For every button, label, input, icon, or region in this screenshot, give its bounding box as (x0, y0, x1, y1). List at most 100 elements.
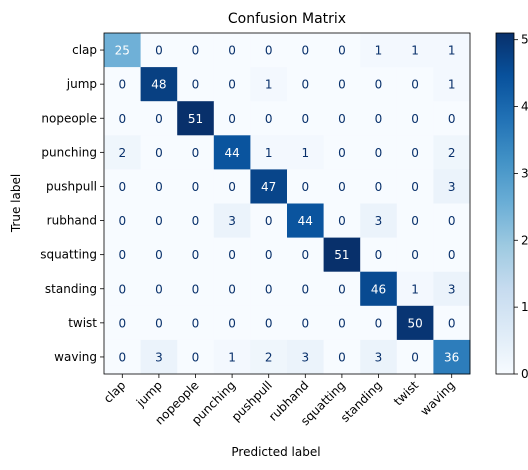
heatmap-cell (177, 169, 215, 204)
cell-value-label: 0 (375, 180, 383, 194)
heatmap-cell (140, 271, 178, 307)
cell-value-label: 0 (411, 350, 419, 364)
heatmap-cell (250, 271, 288, 307)
cell-value-label: 50 (407, 316, 422, 330)
heatmap-cell (140, 339, 178, 375)
heatmap-cell (213, 33, 251, 68)
cell-value-label: 0 (118, 214, 126, 228)
cell-value-label: 0 (118, 78, 126, 92)
y-tick-label: standing (45, 282, 97, 296)
cell-value-label: 0 (338, 112, 346, 126)
cell-value-label: 3 (448, 282, 456, 296)
heatmap-cell (140, 305, 178, 341)
cell-value-label: 0 (192, 282, 200, 296)
heatmap-cell (104, 101, 141, 136)
heatmap-cell (323, 271, 361, 307)
cell-value-label: 3 (375, 350, 383, 364)
heatmap-cell (250, 305, 288, 341)
heatmap-cell (360, 203, 398, 238)
cell-value-label: 3 (228, 214, 236, 228)
cell-value-label: 0 (375, 248, 383, 262)
heatmap-cell (287, 33, 324, 68)
cell-value-label: 0 (155, 316, 163, 330)
heatmap-cell (213, 169, 251, 204)
cell-value-label: 0 (118, 180, 126, 194)
heatmap-cell (104, 339, 141, 375)
cell-value-label: 0 (228, 112, 236, 126)
heatmap-cell (323, 67, 361, 102)
heatmap-cell (360, 33, 398, 68)
heatmap-cell (360, 67, 398, 102)
heatmap-cell (323, 33, 361, 68)
heatmap-cell (396, 237, 434, 273)
heatmap-cell (140, 101, 178, 136)
cell-value-label: 0 (192, 316, 200, 330)
cell-value-label: 0 (155, 214, 163, 228)
cell-value-label: 47 (261, 180, 276, 194)
cell-value-label: 0 (192, 78, 200, 92)
heatmap-cell (177, 237, 215, 273)
cell-value-label: 46 (371, 282, 386, 296)
cell-value-label: 0 (375, 316, 383, 330)
heatmap-cell (287, 339, 324, 375)
cell-value-label: 0 (301, 112, 309, 126)
heatmap-cell (433, 305, 471, 341)
heatmap-cell (323, 339, 361, 375)
heatmap-cell (287, 101, 324, 136)
heatmap-cell (104, 67, 141, 102)
heatmap-cell (287, 135, 324, 170)
heatmap-cell (323, 305, 361, 341)
colorbar-tick-label: 10 (521, 300, 528, 314)
cell-value-label: 3 (375, 214, 383, 228)
cell-value-label: 0 (192, 44, 200, 58)
cell-value-label: 1 (228, 350, 236, 364)
cell-value-label: 0 (448, 112, 456, 126)
cell-value-label: 0 (448, 214, 456, 228)
heatmap-cell (104, 135, 141, 170)
cell-value-label: 0 (155, 112, 163, 126)
cell-value-label: 0 (228, 44, 236, 58)
cell-value-label: 0 (448, 316, 456, 330)
heatmap-cell (360, 237, 398, 273)
colorbar-tick-label: 0 (521, 367, 528, 381)
heatmap-cell (360, 101, 398, 136)
cell-value-label: 0 (118, 316, 126, 330)
heatmap-cell (177, 271, 215, 307)
heatmap-cell (177, 135, 215, 170)
cell-value-label: 0 (338, 214, 346, 228)
cell-value-label: 0 (338, 180, 346, 194)
cell-value-label: 0 (375, 146, 383, 160)
cell-value-label: 0 (155, 44, 163, 58)
heatmap-cell (323, 237, 361, 273)
heatmap-cell (140, 33, 178, 68)
y-tick-label: clap (72, 43, 97, 57)
cell-value-label: 0 (192, 214, 200, 228)
heatmap-cell (104, 33, 141, 68)
heatmap-cell (396, 169, 434, 204)
y-tick-labels: clap jump nopeople punching pushpull rubhand s… (40, 43, 104, 364)
cell-value-label: 0 (192, 248, 200, 262)
y-tick-label: nopeople (41, 111, 97, 125)
x-axis-label: Predicted label (231, 445, 320, 459)
y-tick-label: squatting (40, 248, 97, 262)
heatmap-cell (213, 67, 251, 102)
heatmap-cell (433, 67, 471, 102)
heatmap-cell (213, 339, 251, 375)
heatmap-cell (140, 169, 178, 204)
heatmap-cell (250, 33, 288, 68)
heatmap-cell (433, 203, 471, 238)
cell-value-label: 0 (118, 248, 126, 262)
cell-value-label: 1 (448, 78, 456, 92)
cell-value-label: 0 (411, 112, 419, 126)
cell-value-label: 1 (265, 146, 273, 160)
cell-value-label: 0 (265, 248, 273, 262)
cell-value-label: 0 (265, 214, 273, 228)
cell-value-label: 0 (155, 248, 163, 262)
cell-value-label: 0 (265, 44, 273, 58)
heatmap-cell (396, 305, 434, 341)
heatmap-cell (433, 169, 471, 204)
cell-value-label: 44 (298, 214, 313, 228)
cell-value-label: 51 (334, 248, 349, 262)
heatmap-cell (360, 305, 398, 341)
heatmap-cell (287, 203, 324, 238)
